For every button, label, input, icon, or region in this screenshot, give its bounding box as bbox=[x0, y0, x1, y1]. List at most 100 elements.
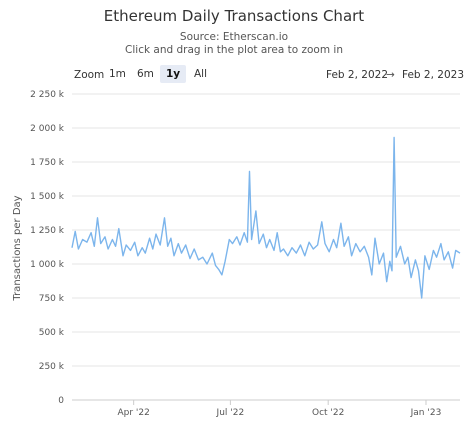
data-point[interactable] bbox=[196, 257, 201, 262]
data-point[interactable] bbox=[261, 232, 266, 237]
data-point[interactable] bbox=[230, 241, 235, 246]
data-point[interactable] bbox=[442, 257, 447, 262]
range-from-date[interactable]: Feb 2, 2022 bbox=[326, 69, 389, 81]
data-point[interactable] bbox=[398, 244, 403, 249]
data-point[interactable] bbox=[298, 243, 303, 248]
data-point[interactable] bbox=[70, 245, 75, 250]
data-point[interactable] bbox=[392, 135, 397, 140]
transactions-series-line[interactable] bbox=[71, 136, 461, 299]
data-point[interactable] bbox=[92, 244, 97, 249]
data-point[interactable] bbox=[200, 255, 205, 260]
data-point[interactable] bbox=[302, 253, 307, 258]
data-point[interactable] bbox=[257, 241, 262, 246]
data-point[interactable] bbox=[103, 234, 108, 239]
data-point[interactable] bbox=[172, 253, 177, 258]
data-point[interactable] bbox=[387, 259, 392, 264]
data-point[interactable] bbox=[128, 248, 133, 253]
data-point[interactable] bbox=[245, 240, 250, 245]
data-point[interactable] bbox=[162, 215, 167, 220]
data-point[interactable] bbox=[106, 247, 111, 252]
data-point[interactable] bbox=[89, 230, 94, 235]
data-point[interactable] bbox=[362, 244, 367, 249]
data-point[interactable] bbox=[124, 243, 129, 248]
data-point[interactable] bbox=[98, 241, 103, 246]
data-point[interactable] bbox=[116, 226, 121, 231]
data-point[interactable] bbox=[249, 237, 254, 242]
data-point[interactable] bbox=[188, 256, 193, 261]
data-point[interactable] bbox=[80, 237, 85, 242]
zoom-all-button[interactable]: All bbox=[194, 68, 208, 80]
data-point[interactable] bbox=[253, 209, 258, 214]
data-point[interactable] bbox=[183, 243, 188, 248]
range-to-date[interactable]: Feb 2, 2023 bbox=[402, 69, 465, 81]
data-point[interactable] bbox=[381, 251, 386, 256]
data-point[interactable] bbox=[453, 248, 458, 253]
data-point[interactable] bbox=[342, 244, 347, 249]
data-point[interactable] bbox=[311, 247, 316, 252]
data-point[interactable] bbox=[405, 255, 410, 260]
data-point[interactable] bbox=[147, 236, 152, 241]
data-point[interactable] bbox=[264, 245, 269, 250]
data-point[interactable] bbox=[323, 241, 328, 246]
data-point[interactable] bbox=[369, 272, 374, 277]
data-point[interactable] bbox=[349, 253, 354, 258]
data-point[interactable] bbox=[179, 251, 184, 256]
data-point[interactable] bbox=[192, 247, 197, 252]
data-point[interactable] bbox=[135, 253, 140, 258]
data-point[interactable] bbox=[331, 237, 336, 242]
data-point[interactable] bbox=[366, 255, 371, 260]
data-point[interactable] bbox=[431, 248, 436, 253]
data-point[interactable] bbox=[272, 248, 277, 253]
data-point[interactable] bbox=[275, 230, 280, 235]
data-point[interactable] bbox=[422, 253, 427, 258]
data-point[interactable] bbox=[409, 275, 414, 280]
data-point[interactable] bbox=[210, 251, 215, 256]
data-point[interactable] bbox=[446, 249, 451, 254]
data-point[interactable] bbox=[327, 249, 332, 254]
data-point[interactable] bbox=[84, 240, 89, 245]
data-point[interactable] bbox=[234, 234, 239, 239]
data-point[interactable] bbox=[73, 229, 78, 234]
data-point[interactable] bbox=[377, 262, 382, 267]
data-point[interactable] bbox=[419, 296, 424, 301]
data-point[interactable] bbox=[121, 253, 126, 258]
data-point[interactable] bbox=[390, 268, 395, 273]
data-point[interactable] bbox=[438, 241, 443, 246]
data-point[interactable] bbox=[394, 255, 399, 260]
data-point[interactable] bbox=[450, 266, 455, 271]
data-point[interactable] bbox=[434, 255, 439, 260]
zoom-6m-button[interactable]: 6m bbox=[137, 68, 154, 80]
data-point[interactable] bbox=[247, 169, 252, 174]
data-point[interactable] bbox=[216, 267, 221, 272]
data-point[interactable] bbox=[334, 245, 339, 250]
data-point[interactable] bbox=[132, 240, 137, 245]
data-point[interactable] bbox=[176, 241, 181, 246]
zoom-1y-button[interactable]: 1y bbox=[160, 65, 187, 83]
data-point[interactable] bbox=[384, 279, 389, 284]
data-point[interactable] bbox=[227, 237, 232, 242]
data-point[interactable] bbox=[238, 243, 243, 248]
data-point[interactable] bbox=[346, 234, 351, 239]
data-point[interactable] bbox=[358, 249, 363, 254]
data-point[interactable] bbox=[353, 241, 358, 246]
data-point[interactable] bbox=[281, 247, 286, 252]
data-point[interactable] bbox=[143, 251, 148, 256]
data-point[interactable] bbox=[110, 237, 115, 242]
data-point[interactable] bbox=[154, 232, 159, 237]
data-point[interactable] bbox=[168, 236, 173, 241]
data-point[interactable] bbox=[223, 259, 228, 264]
data-point[interactable] bbox=[307, 240, 312, 245]
data-point[interactable] bbox=[76, 247, 81, 252]
data-point[interactable] bbox=[242, 230, 247, 235]
data-point[interactable] bbox=[338, 221, 343, 226]
data-point[interactable] bbox=[290, 245, 295, 250]
data-point[interactable] bbox=[213, 263, 218, 268]
data-point[interactable] bbox=[458, 251, 463, 256]
data-point[interactable] bbox=[416, 268, 421, 273]
data-point[interactable] bbox=[319, 219, 324, 224]
data-point[interactable] bbox=[140, 245, 145, 250]
data-point[interactable] bbox=[315, 243, 320, 248]
data-point[interactable] bbox=[402, 262, 407, 267]
data-point[interactable] bbox=[267, 237, 272, 242]
data-point[interactable] bbox=[205, 262, 210, 267]
